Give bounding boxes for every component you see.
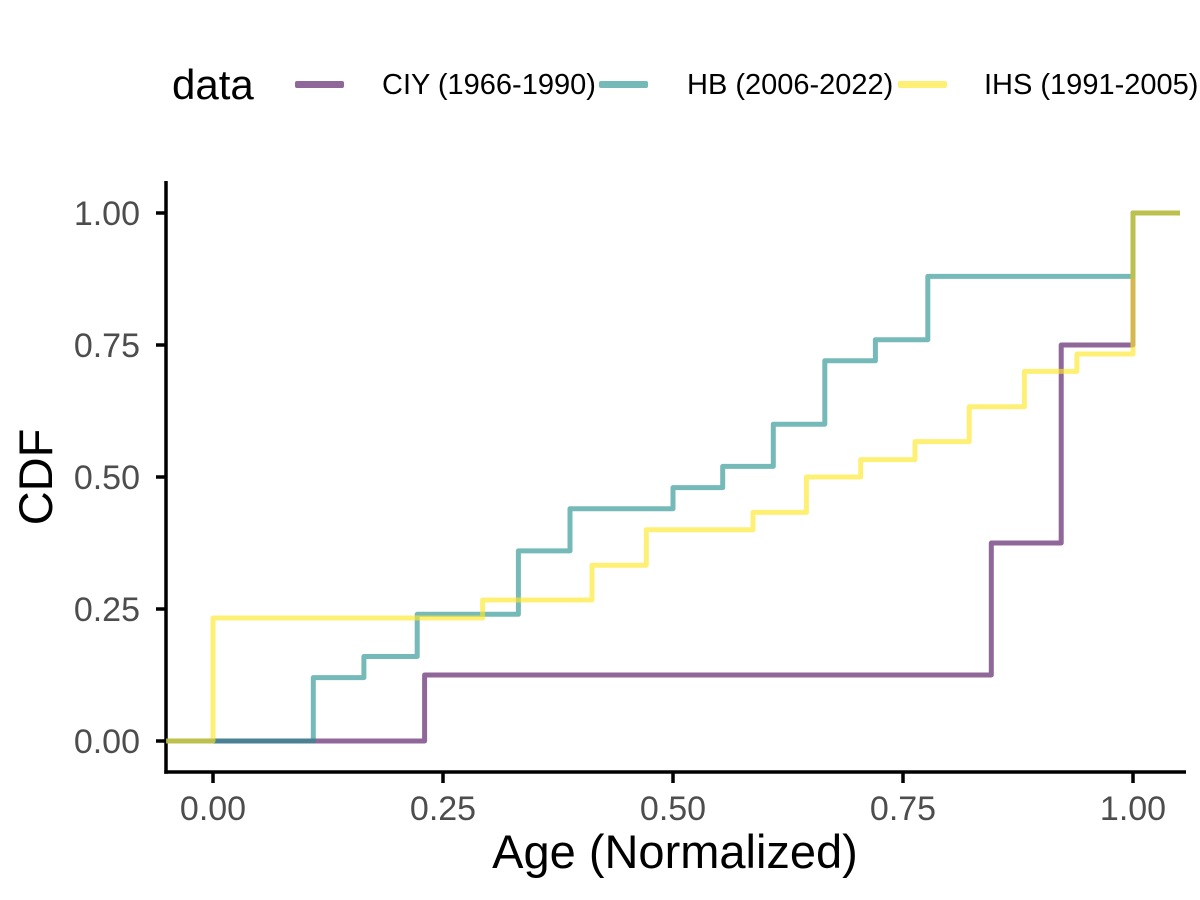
x-axis-title: Age (Normalized): [492, 825, 858, 878]
x-tick-label: 0.00: [180, 790, 246, 828]
legend-label-hb: HB (2006-2022): [687, 69, 894, 101]
legend-title: data: [172, 61, 254, 108]
y-tick-label: 1.00: [74, 195, 140, 233]
x-tick-label: 1.00: [1100, 790, 1166, 828]
series-line-hb: [166, 210, 1180, 744]
y-tick-label: 0.50: [74, 459, 140, 497]
y-tick-label: 0.25: [74, 591, 140, 629]
legend-key-ciy-line: [295, 81, 344, 88]
legend-key-ihs-line: [898, 81, 947, 88]
y-tick-label: 0.75: [74, 327, 140, 365]
legend-key-hb-line: [599, 81, 648, 88]
y-axis-title: CDF: [9, 429, 62, 526]
x-tick-label: 0.25: [410, 790, 476, 828]
x-tick-label: 0.50: [640, 790, 706, 828]
y-tick-label: 0.00: [74, 723, 140, 761]
legend-label-ciy: CIY (1966-1990): [382, 69, 596, 101]
series-line-ciy: [166, 210, 1180, 744]
series-line-ihs: [166, 210, 1180, 744]
legend-label-ihs: IHS (1991-2005): [984, 69, 1199, 101]
x-tick-label: 0.75: [870, 790, 936, 828]
